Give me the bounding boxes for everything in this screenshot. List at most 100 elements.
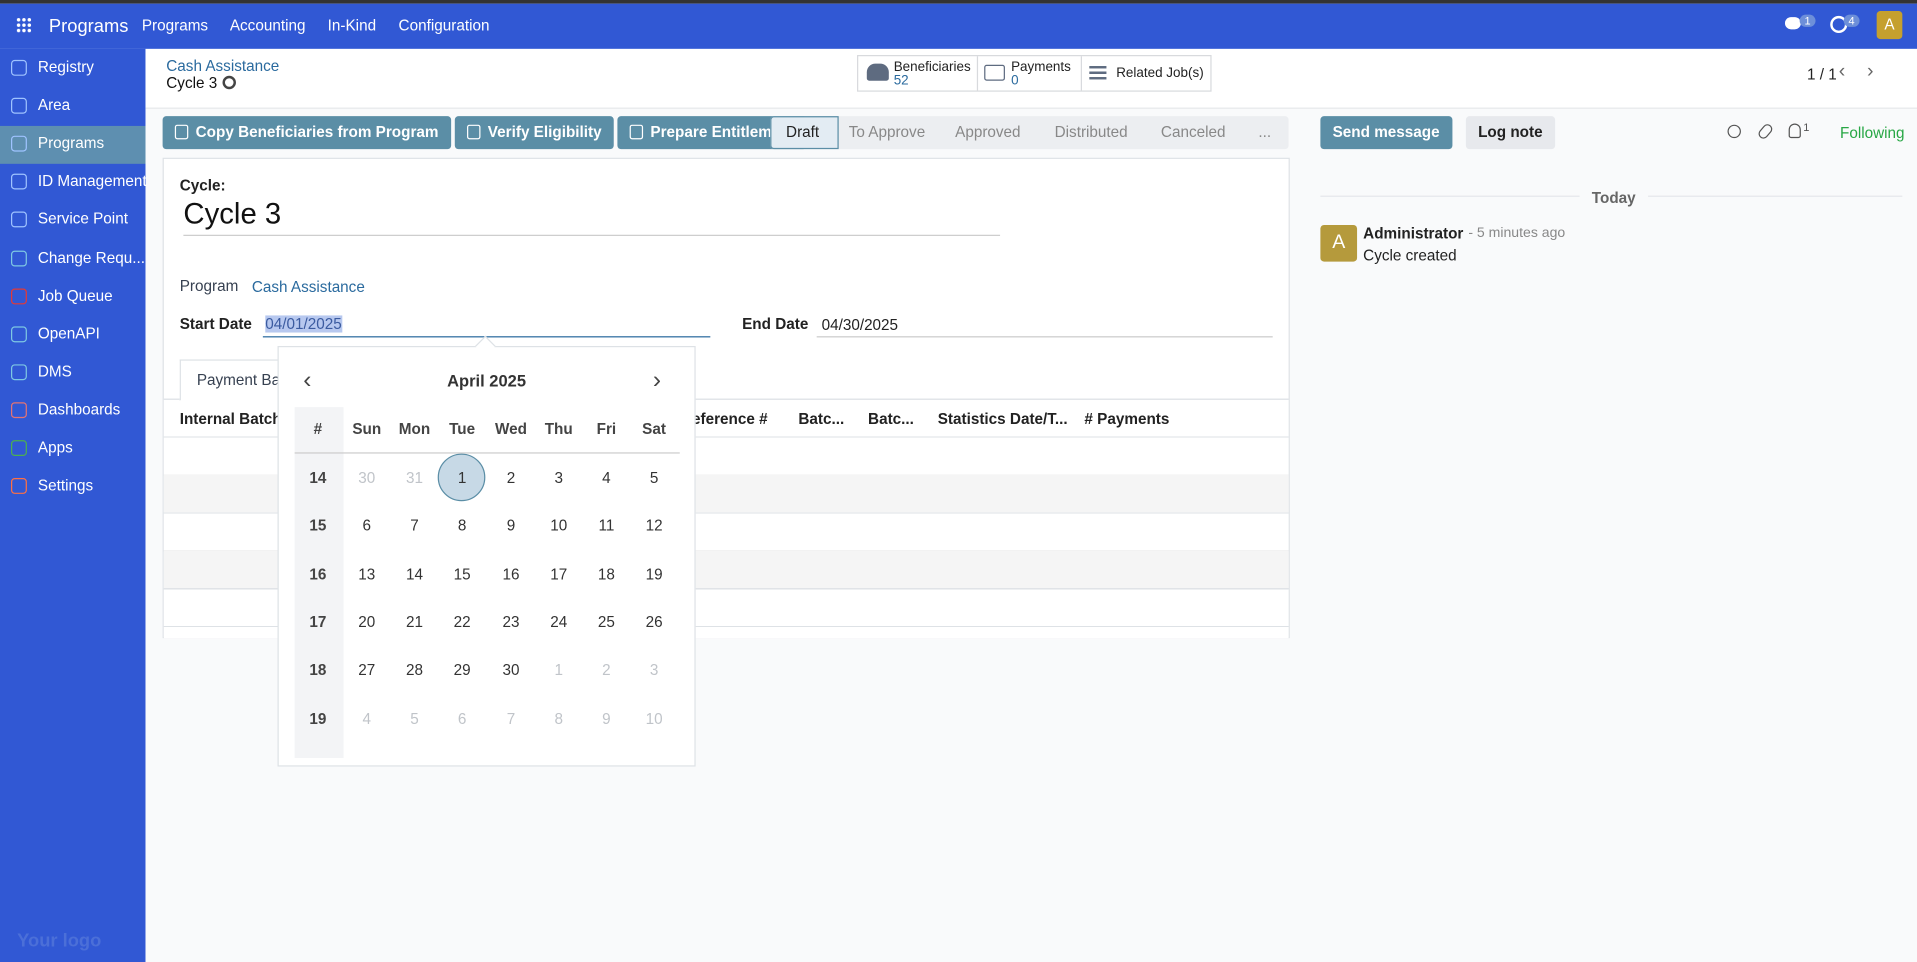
day[interactable]: 30 [358,469,376,487]
column-header[interactable]: # Payments [1084,410,1170,428]
search-icon[interactable] [1727,124,1741,139]
day[interactable]: 8 [457,517,467,535]
day[interactable]: 16 [502,565,520,583]
attach-icon[interactable] [1756,122,1775,141]
chatter-button[interactable]: Send message [1320,116,1452,150]
day[interactable]: 11 [598,517,615,535]
smart-button-label[interactable]: Payments [1011,59,1071,75]
sidebar-item[interactable]: Programs [37,134,105,152]
day[interactable]: 27 [358,661,376,679]
sidebar-item[interactable]: Apps [37,438,73,457]
action-button[interactable]: Verify Eligibility [454,116,614,150]
day[interactable]: 29 [453,661,471,679]
day[interactable]: 14 [405,565,423,583]
sidebar-item[interactable]: Job Queue [37,286,113,304]
user-avatar[interactable]: A [1876,11,1903,40]
weekday-header: Thu [544,420,573,438]
day[interactable]: 22 [453,613,471,631]
sidebar-item[interactable]: Dashboards [37,400,121,418]
sidebar-item[interactable]: Registry [37,58,94,76]
day[interactable]: 25 [597,613,615,631]
day[interactable]: 9 [602,709,611,727]
day[interactable]: 5 [649,469,659,487]
menu-item[interactable]: In-Kind [327,17,377,35]
day[interactable]: 7 [506,709,516,727]
apps-icon[interactable] [15,17,32,34]
day[interactable]: 2 [506,469,516,487]
day[interactable]: 8 [554,709,563,727]
sidebar-item[interactable]: DMS [37,362,72,380]
smart-button-label[interactable]: Beneficiaries [893,59,971,75]
column-header[interactable]: Statistics Date/T... [937,410,1068,428]
day[interactable]: 19 [645,565,663,583]
followers-icon[interactable] [1788,123,1801,139]
day[interactable]: 23 [502,613,520,631]
day[interactable]: 3 [649,661,659,679]
sidebar-item[interactable]: OpenAPI [37,324,100,342]
smart-button-value[interactable]: 0 [1011,73,1019,89]
sidebar-item[interactable]: Service Point [37,210,128,228]
day[interactable]: 1 [554,661,563,679]
day[interactable]: 5 [410,709,419,727]
program-value[interactable]: Cash Assistance [251,278,365,296]
day[interactable]: 1 [457,469,467,487]
sidebar-item[interactable]: Change Requ... [37,248,145,266]
start-date-value[interactable]: 04/01/2025 [265,315,342,333]
chatter-button[interactable]: Log note [1465,116,1555,150]
day[interactable]: 30 [502,661,520,679]
status-stage[interactable]: Canceled [1160,123,1226,141]
day[interactable]: 20 [358,613,376,631]
day[interactable]: 4 [602,469,611,487]
status-stage[interactable]: Distributed [1054,123,1128,141]
day[interactable]: 3 [554,469,563,487]
pager-arrows[interactable]: ‹ › [1838,61,1874,82]
day[interactable]: 2 [602,661,611,679]
breadcrumb-parent[interactable]: Cash Assistance [166,57,280,75]
day[interactable]: 6 [362,517,372,535]
day[interactable]: 17 [550,565,568,583]
day[interactable]: 28 [405,661,423,679]
column-header[interactable]: Batc... [798,410,845,428]
sidebar-item[interactable]: ID Management [37,172,147,190]
app-name[interactable]: Programs [48,15,129,37]
prev-month[interactable]: ‹ [303,366,312,394]
end-date-value[interactable]: 04/30/2025 [821,316,899,334]
day[interactable]: 7 [410,517,419,535]
column-header[interactable]: Internal Batch ID [179,410,302,428]
day[interactable]: 21 [405,613,423,631]
day[interactable]: 10 [645,709,663,727]
day[interactable]: 10 [550,517,568,535]
end-date-input[interactable] [816,313,1273,338]
status-stage[interactable]: Draft [786,123,820,141]
status-stage[interactable]: To Approve [848,123,926,141]
cycle-name[interactable]: Cycle 3 [183,198,1001,236]
next-month[interactable]: › [652,366,662,394]
day[interactable]: 31 [405,469,423,487]
day[interactable]: 4 [362,709,372,727]
gear-icon[interactable] [222,75,236,90]
smart-button-value[interactable]: 52 [893,73,909,89]
menu-item[interactable]: Programs [141,17,209,35]
messages-icon[interactable] [1784,17,1801,30]
day[interactable]: 9 [506,517,516,535]
day[interactable]: 13 [358,565,376,583]
sidebar-item[interactable]: Area [37,96,71,114]
column-header[interactable]: Reference # [680,410,768,428]
menu-item[interactable]: Accounting [229,17,306,35]
day[interactable]: 18 [597,565,615,583]
action-button[interactable]: Copy Beneficiaries from Program [162,116,451,150]
status-stage[interactable]: ... [1258,123,1272,141]
day[interactable]: 12 [645,517,663,535]
button-icon [629,124,644,140]
status-stage[interactable]: Approved [955,123,1021,141]
day[interactable]: 15 [453,565,471,583]
day[interactable]: 6 [457,709,467,727]
week-number: 14 [309,469,327,487]
day[interactable]: 26 [645,613,663,631]
column-header[interactable]: Batc... [868,410,914,428]
menu-item[interactable]: Configuration [398,17,490,35]
following[interactable]: Following [1839,124,1905,142]
day[interactable]: 24 [550,613,568,631]
sidebar-item[interactable]: Settings [37,476,94,495]
smart-button-label[interactable]: Related Job(s) [1116,66,1204,81]
